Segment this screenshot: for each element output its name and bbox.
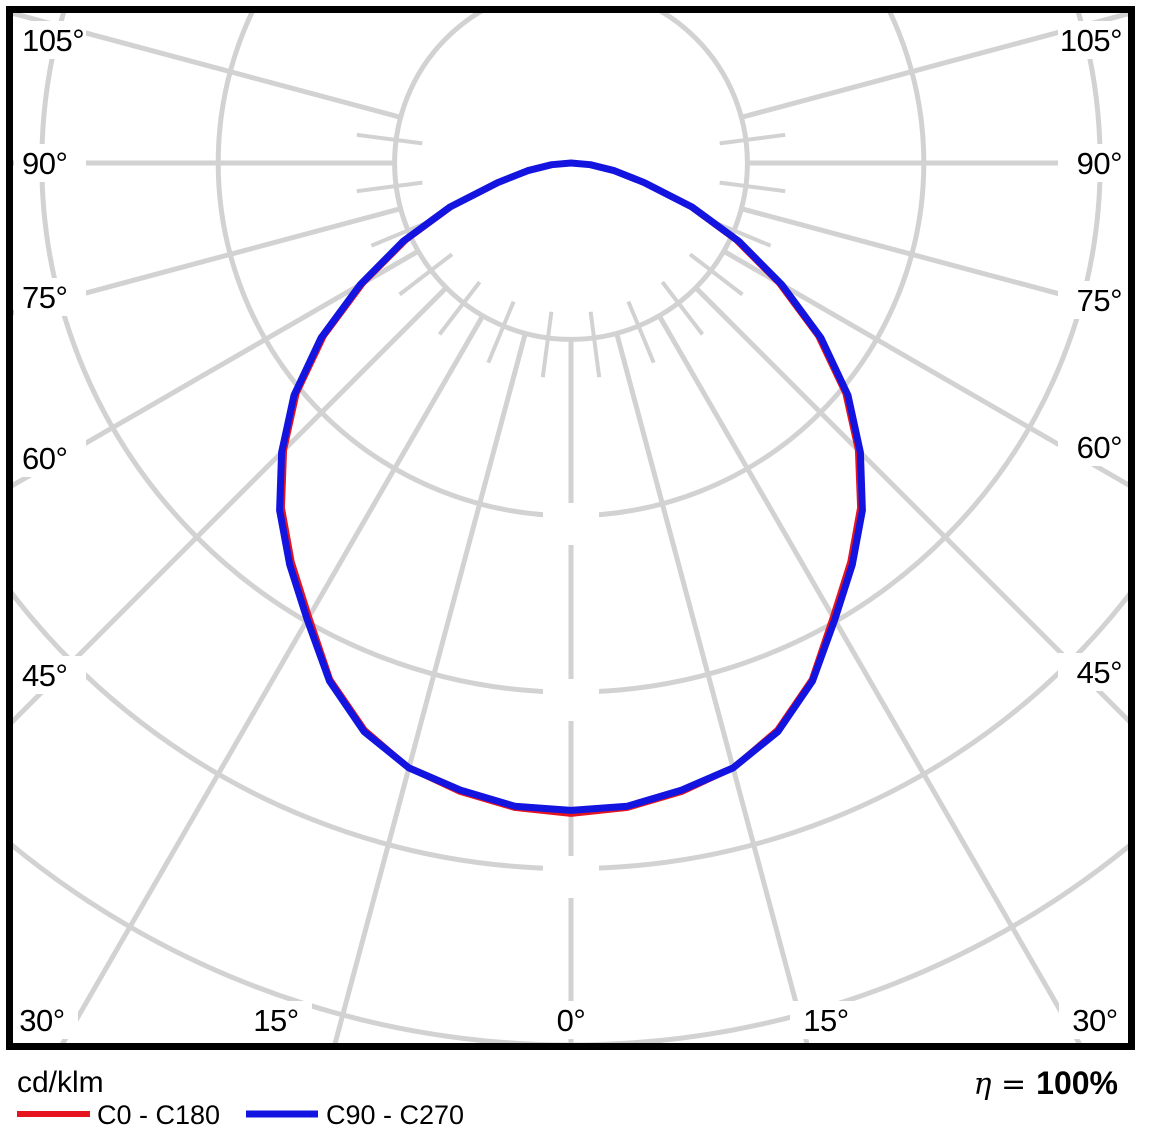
grid-minor-tick bbox=[688, 252, 744, 297]
angle-label: 105° bbox=[22, 23, 84, 58]
eta-symbol: η = bbox=[974, 1067, 1027, 1102]
grid-ray bbox=[614, 332, 810, 1043]
angle-label-bg bbox=[790, 1001, 862, 1039]
grid-minor-tick bbox=[540, 311, 554, 378]
grid-ray bbox=[657, 314, 1082, 1043]
legend: C0 - C180 C90 - C270 bbox=[17, 1100, 464, 1130]
angle-label-bg bbox=[1058, 144, 1130, 182]
angle-label: 90° bbox=[1077, 146, 1122, 181]
grid-ray bbox=[693, 285, 1128, 724]
grid-minor-tick bbox=[398, 252, 454, 297]
angle-label: 105° bbox=[1060, 23, 1122, 58]
angle-label-bg bbox=[14, 278, 86, 316]
angle-label-bg bbox=[6, 1001, 78, 1039]
angle-label-bg bbox=[14, 144, 86, 182]
grid-minor-tick bbox=[719, 132, 786, 146]
grid-minor-tick bbox=[437, 280, 482, 336]
grid-ray bbox=[13, 206, 402, 316]
angle-label-bg bbox=[1059, 1001, 1131, 1039]
angle-label-bg bbox=[14, 439, 86, 477]
angle-label: 45° bbox=[1077, 655, 1122, 690]
grid-minor-tick bbox=[626, 300, 656, 364]
angle-label: 90° bbox=[22, 146, 67, 181]
unit-label: cd/klm bbox=[17, 1066, 104, 1099]
grid-ray bbox=[740, 13, 1128, 120]
angle-label-bg bbox=[240, 1001, 312, 1039]
grid-ray bbox=[13, 13, 402, 120]
angle-label: 15° bbox=[253, 1003, 298, 1038]
plot-frame bbox=[6, 6, 1135, 1050]
angle-label: 60° bbox=[1077, 430, 1122, 465]
angle-label: 30° bbox=[1072, 1003, 1117, 1038]
angle-label: 60° bbox=[22, 441, 67, 476]
angle-label: 45° bbox=[22, 658, 67, 693]
angle-label: 15° bbox=[803, 1003, 848, 1038]
grid-ray bbox=[722, 249, 1128, 488]
radial-label-box bbox=[543, 503, 599, 545]
angle-label: 30° bbox=[19, 1003, 64, 1038]
grid-minor-tick bbox=[660, 280, 705, 336]
angle-label-bg bbox=[1058, 428, 1130, 466]
angle-label-bg bbox=[1058, 21, 1130, 59]
legend-label-c0-c180: C0 - C180 bbox=[97, 1100, 220, 1130]
grid-ray bbox=[332, 332, 528, 1043]
eta-value: 100% bbox=[1036, 1065, 1118, 1101]
angle-label-bg bbox=[14, 656, 86, 694]
grid-minor-tick bbox=[356, 132, 423, 146]
angle-label: 0° bbox=[557, 1003, 586, 1038]
grid-ray bbox=[60, 314, 485, 1043]
angle-label-bg bbox=[1058, 653, 1130, 691]
angle-label-bg bbox=[14, 21, 86, 59]
grid-minor-tick bbox=[588, 311, 602, 378]
grid-minor-tick bbox=[356, 180, 423, 194]
angle-label: 75° bbox=[1077, 283, 1122, 318]
radial-label-boxes bbox=[543, 503, 599, 898]
grid-ray bbox=[13, 249, 420, 489]
curve-c90-c270 bbox=[276, 159, 866, 814]
angle-label-bg bbox=[1058, 281, 1130, 319]
efficiency-label: η = 100% bbox=[974, 1065, 1119, 1102]
radial-label-box bbox=[543, 856, 599, 898]
angle-label: 75° bbox=[22, 280, 67, 315]
grid-minor-tick bbox=[486, 300, 516, 364]
legend-label-c90-c270: C90 - C270 bbox=[326, 1100, 464, 1130]
grid-ray bbox=[740, 206, 1128, 315]
curves-group bbox=[276, 159, 866, 817]
radial-label-box bbox=[543, 679, 599, 721]
grid-ray bbox=[13, 285, 449, 725]
grid-minor-tick bbox=[719, 180, 786, 194]
angle-labels: 105° 90° 75° 60° 45° 105° 90° 75° 60° 45° 30° 15° 0°… bbox=[6, 21, 1131, 1039]
angle-label-bg bbox=[535, 1001, 607, 1039]
